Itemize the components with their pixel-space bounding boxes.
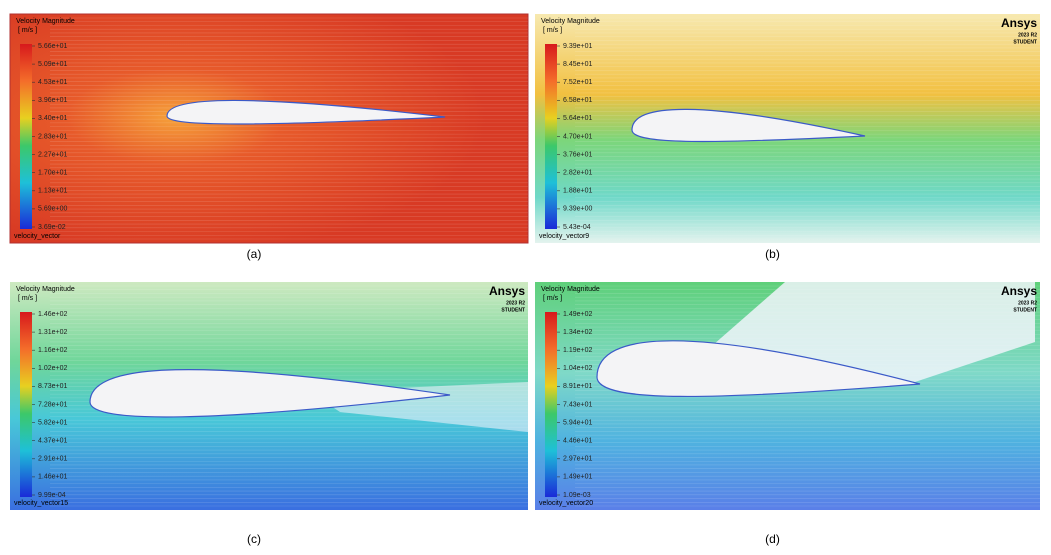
- colorbar-title: Velocity Magnitude: [541, 18, 600, 25]
- colorbar-unit: [ m/s ]: [543, 27, 562, 34]
- caption: (b): [765, 247, 780, 261]
- colorbar-label: 4.53e+01: [38, 79, 67, 86]
- colorbar-label: 1.88e+01: [563, 188, 592, 195]
- logo-edition: STUDENT: [501, 307, 525, 313]
- colorbar-label: 1.34e+02: [563, 329, 592, 336]
- airfoil: [89, 369, 451, 418]
- colorbar-label: 1.09e-03: [563, 492, 591, 499]
- colorbar-label: 3.96e+01: [38, 97, 67, 104]
- panel: Velocity Magnitude [ m/s ] 5.66e+01 5.09e+0…: [9, 13, 529, 244]
- colorbar-label: 4.70e+01: [563, 133, 592, 140]
- colorbar-label: 1.49e+01: [563, 474, 592, 481]
- colorbar-title: Velocity Magnitude: [16, 18, 75, 25]
- colorbar-unit: [ m/s ]: [18, 27, 37, 34]
- colorbar-label: 9.99e-04: [38, 492, 66, 499]
- colorbar-label: 7.28e+01: [38, 401, 67, 408]
- colorbar-label: 1.16e+02: [38, 347, 67, 354]
- colorbar-title: Velocity Magnitude: [16, 286, 75, 293]
- colorbar-label: 8.73e+01: [38, 383, 67, 390]
- colorbar-label: 5.66e+01: [38, 43, 67, 50]
- panel: Velocity Magnitude [ m/s ] 1.49e+02 1.34e+0…: [535, 282, 1040, 510]
- colorbar-label: 4.37e+01: [38, 438, 67, 445]
- logo-version: 2023 R2: [506, 300, 525, 306]
- colorbar-label: 1.31e+02: [38, 329, 67, 336]
- colorbar-label: 1.46e+01: [38, 474, 67, 481]
- colorbar: [20, 44, 32, 229]
- airfoil: [166, 99, 446, 125]
- flow-field: [9, 13, 529, 244]
- logo-edition: STUDENT: [1013, 39, 1037, 45]
- colorbar-label: 1.13e+01: [38, 188, 67, 195]
- colorbar-label: 9.39e+01: [563, 43, 592, 50]
- colorbar-label: 8.45e+01: [563, 61, 592, 68]
- colorbar-label: 5.09e+01: [38, 61, 67, 68]
- colorbar-label: 6.58e+01: [563, 97, 592, 104]
- colorbar-label: 5.43e-04: [563, 224, 591, 231]
- colorbar-label: 1.02e+02: [38, 365, 67, 372]
- colorbar-label: 2.97e+01: [563, 456, 592, 463]
- colorbar-label: 3.69e-02: [38, 224, 66, 231]
- colorbar: [20, 312, 32, 497]
- colorbar-unit: [ m/s ]: [18, 295, 37, 302]
- logo-version: 2023 R2: [1018, 300, 1037, 306]
- logo-edition: STUDENT: [1013, 307, 1037, 313]
- logo-brand: Ansys: [1001, 16, 1037, 30]
- colorbar-label: 2.83e+01: [38, 133, 67, 140]
- colorbar-label: 4.46e+01: [563, 438, 592, 445]
- colorbar: [545, 312, 557, 497]
- panel: Velocity Magnitude [ m/s ] 9.39e+01 8.45e+0…: [535, 14, 1040, 243]
- colorbar-label: 1.49e+02: [563, 311, 592, 318]
- caption: (c): [247, 532, 261, 546]
- colorbar-label: 5.64e+01: [563, 115, 592, 122]
- colorbar: [545, 44, 557, 229]
- vector-name: velocity_vector15: [14, 500, 68, 507]
- colorbar-label: 2.91e+01: [38, 456, 67, 463]
- colorbar-label: 8.91e+01: [563, 383, 592, 390]
- colorbar-label: 1.04e+02: [563, 365, 592, 372]
- colorbar-label: 1.70e+01: [38, 170, 67, 177]
- colorbar-label: 2.27e+01: [38, 151, 67, 158]
- colorbar-label: 9.39e+00: [563, 206, 592, 213]
- colorbar-title: Velocity Magnitude: [541, 286, 600, 293]
- colorbar-unit: [ m/s ]: [543, 295, 562, 302]
- colorbar-label: 5.69e+00: [38, 206, 67, 213]
- colorbar-label: 7.52e+01: [563, 79, 592, 86]
- colorbar-label: 5.82e+01: [38, 419, 67, 426]
- logo-brand: Ansys: [1001, 284, 1037, 298]
- vector-name: velocity_vector9: [539, 233, 589, 240]
- panel: Velocity Magnitude [ m/s ] 1.46e+02 1.31e+0…: [10, 282, 528, 510]
- logo-version: 2023 R2: [1018, 32, 1037, 38]
- colorbar-label: 7.43e+01: [563, 401, 592, 408]
- colorbar-label: 3.40e+01: [38, 115, 67, 122]
- vector-name: velocity_vector: [14, 233, 61, 240]
- caption: (a): [247, 247, 262, 261]
- colorbar-label: 3.76e+01: [563, 151, 592, 158]
- colorbar-label: 1.19e+02: [563, 347, 592, 354]
- colorbar-label: 1.46e+02: [38, 311, 67, 318]
- colorbar-label: 5.94e+01: [563, 419, 592, 426]
- vector-name: velocity_vector20: [539, 500, 593, 507]
- logo-brand: Ansys: [489, 284, 525, 298]
- airfoil: [596, 340, 921, 398]
- airfoil: [631, 108, 866, 143]
- colorbar-label: 2.82e+01: [563, 170, 592, 177]
- caption: (d): [765, 532, 780, 546]
